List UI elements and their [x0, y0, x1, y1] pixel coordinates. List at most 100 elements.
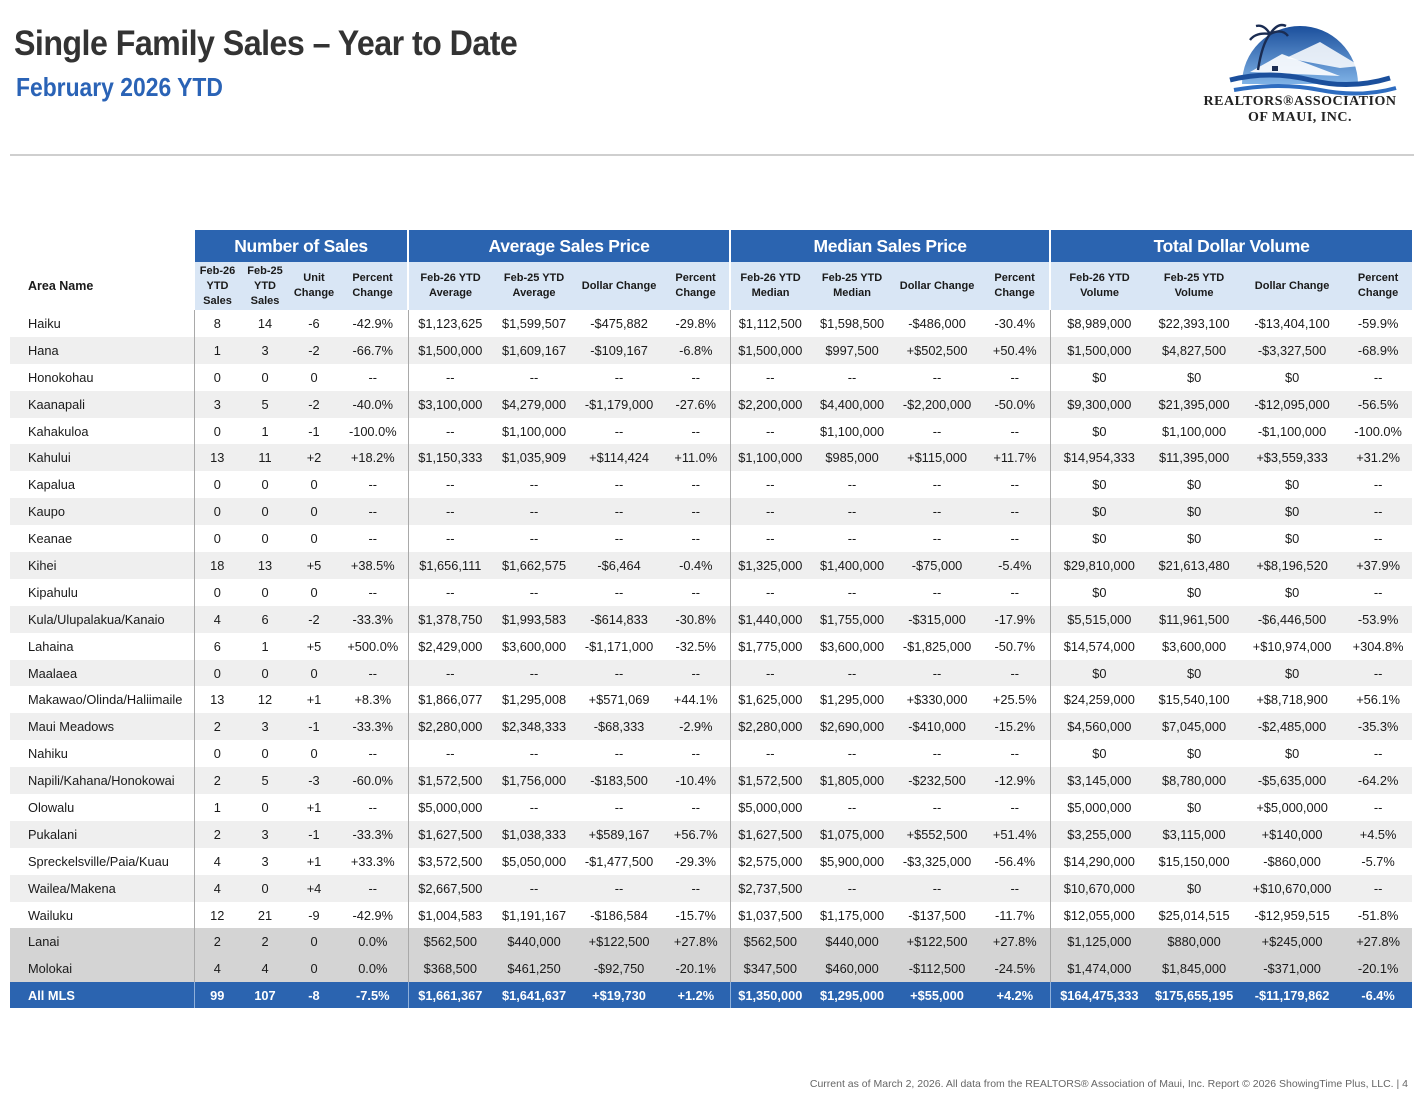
- table-cell: +11.7%: [980, 444, 1051, 472]
- table-cell: --: [407, 363, 493, 391]
- table-cell: +56.1%: [1344, 686, 1413, 714]
- table-cell: 14: [240, 310, 290, 337]
- table-cell: $1,123,625: [407, 310, 493, 337]
- table-cell: +$55,000: [894, 982, 981, 1009]
- table-row: Kahului 13 11 +2 +18.2% $1,150,333 $1,035,909 +…: [10, 444, 1413, 472]
- table-cell: -15.7%: [662, 901, 731, 929]
- table-cell: $347,500: [729, 955, 811, 983]
- table-cell: 0: [290, 659, 338, 687]
- table-cell: $0: [1240, 740, 1345, 768]
- table-cell: $3,600,000: [1148, 632, 1241, 660]
- area-name-cell: Keanae: [10, 525, 194, 553]
- table-cell: --: [492, 794, 577, 821]
- table-cell: $1,100,000: [729, 444, 811, 472]
- table-cell: --: [662, 498, 731, 526]
- table-cell: $1,075,000: [810, 820, 895, 848]
- table-cell: $1,599,507: [492, 310, 577, 337]
- table-cell: -10.4%: [662, 767, 731, 795]
- table-cell: +$552,500: [894, 820, 981, 848]
- table-row: Pukalani 2 3 -1 -33.3% $1,627,500 $1,038,333 +$…: [10, 820, 1413, 848]
- table-cell: --: [492, 498, 577, 526]
- table-cell: --: [407, 740, 493, 768]
- table-cell: --: [407, 417, 493, 445]
- table-cell: +$8,196,520: [1240, 552, 1345, 579]
- table-cell: 0: [290, 525, 338, 553]
- column-header: Feb-25 YTD Average: [492, 262, 577, 310]
- area-name-cell: Wailea/Makena: [10, 874, 194, 902]
- table-cell: --: [729, 525, 811, 553]
- table-cell: $29,810,000: [1049, 552, 1149, 579]
- table-cell: $4,560,000: [1049, 713, 1149, 741]
- table-cell: --: [894, 578, 981, 606]
- table-cell: -3: [290, 767, 338, 795]
- table-cell: +500.0%: [338, 632, 409, 660]
- table-cell: $1,609,167: [492, 336, 577, 364]
- table-cell: $1,627,500: [407, 820, 493, 848]
- table-cell: +18.2%: [338, 444, 409, 472]
- table-cell: --: [729, 578, 811, 606]
- table-cell: $1,100,000: [1148, 417, 1241, 445]
- table-cell: $562,500: [729, 928, 811, 956]
- table-cell: $22,393,100: [1148, 310, 1241, 337]
- table-cell: --: [810, 659, 895, 687]
- table-cell: $0: [1049, 498, 1149, 526]
- table-cell: $1,500,000: [729, 336, 811, 364]
- table-cell: +27.8%: [662, 928, 731, 956]
- table-cell: $1,572,500: [729, 767, 811, 795]
- table-cell: +37.9%: [1344, 552, 1413, 579]
- table-cell: $0: [1049, 525, 1149, 553]
- table-cell: -24.5%: [980, 955, 1051, 983]
- table-cell: $1,295,000: [810, 686, 895, 714]
- table-cell: $24,259,000: [1049, 686, 1149, 714]
- table-cell: -20.1%: [1344, 955, 1413, 983]
- table-cell: -$75,000: [894, 552, 981, 579]
- table-cell: +4.5%: [1344, 820, 1413, 848]
- table-cell: -100.0%: [338, 417, 409, 445]
- table-cell: 21: [240, 901, 290, 929]
- table-cell: 0: [240, 794, 290, 821]
- table-cell: --: [894, 498, 981, 526]
- table-cell: $2,348,333: [492, 713, 577, 741]
- table-cell: -$183,500: [576, 767, 663, 795]
- table-cell: $11,395,000: [1148, 444, 1241, 472]
- table-cell: 2: [193, 928, 240, 956]
- table-cell: $0: [1240, 471, 1345, 499]
- group-header-row: Number of Sales Average Sales Price Medi…: [10, 230, 1413, 262]
- table-cell: +4.2%: [980, 982, 1051, 1009]
- table-cell: --: [729, 417, 811, 445]
- table-cell: $1,150,333: [407, 444, 493, 472]
- table-cell: $1,325,000: [729, 552, 811, 579]
- table-cell: 0: [240, 659, 290, 687]
- table-cell: $880,000: [1148, 928, 1241, 956]
- table-cell: -12.9%: [980, 767, 1051, 795]
- table-cell: --: [576, 363, 663, 391]
- table-cell: +$10,974,000: [1240, 632, 1345, 660]
- table-cell: $2,280,000: [407, 713, 493, 741]
- area-name-cell: Kipahulu: [10, 578, 194, 606]
- table-cell: --: [662, 659, 731, 687]
- table-cell: $1,662,575: [492, 552, 577, 579]
- table-cell: -$486,000: [894, 310, 981, 337]
- table-cell: --: [810, 525, 895, 553]
- table-cell: $1,004,583: [407, 901, 493, 929]
- group-average-sales-price: Average Sales Price: [407, 230, 731, 262]
- table-cell: -50.0%: [980, 390, 1051, 418]
- table-cell: $1,112,500: [729, 310, 811, 337]
- table-cell: $0: [1049, 578, 1149, 606]
- area-name-cell: Napili/Kahana/Honokowai: [10, 767, 194, 795]
- table-cell: --: [980, 417, 1051, 445]
- table-cell: -$12,959,515: [1240, 901, 1345, 929]
- table-cell: -$12,095,000: [1240, 390, 1345, 418]
- column-header: Feb-26 YTD Average: [407, 262, 493, 310]
- table-cell: 13: [193, 686, 240, 714]
- table-cell: --: [1344, 471, 1413, 499]
- table-cell: -$232,500: [894, 767, 981, 795]
- table-cell: $1,038,333: [492, 820, 577, 848]
- table-cell: $0: [1148, 363, 1241, 391]
- table-cell: +27.8%: [980, 928, 1051, 956]
- table-cell: $0: [1148, 659, 1241, 687]
- table-cell: $5,900,000: [810, 847, 895, 875]
- table-cell: --: [980, 659, 1051, 687]
- table-cell: 0: [193, 471, 240, 499]
- table-cell: --: [729, 471, 811, 499]
